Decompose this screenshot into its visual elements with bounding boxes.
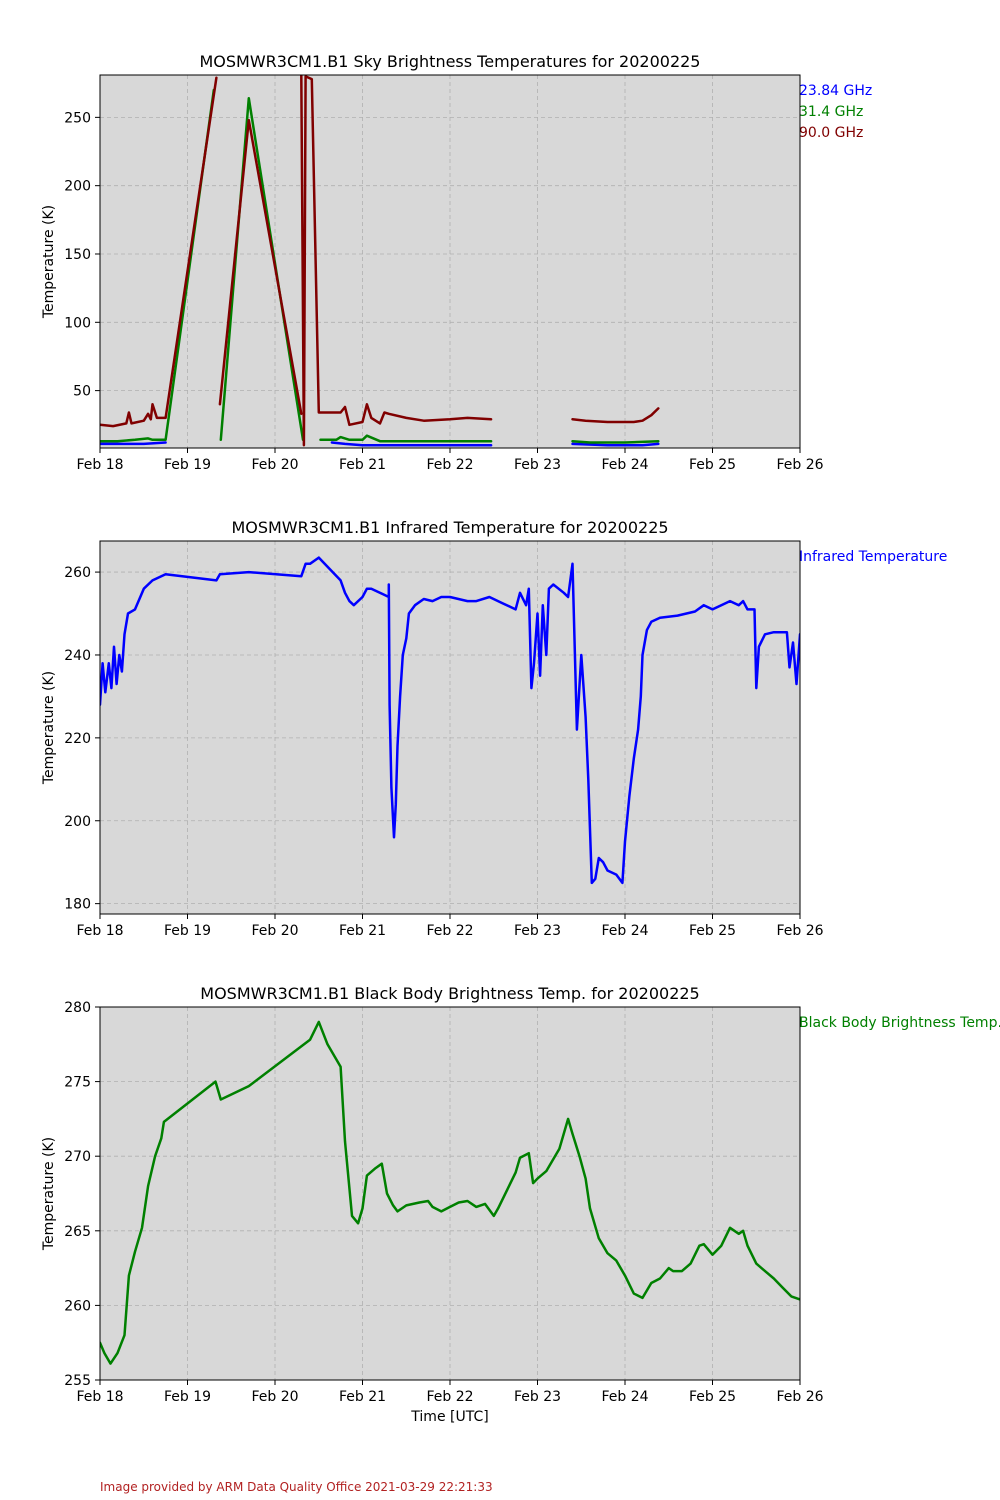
y-tick-label: 200 (64, 179, 91, 195)
y-tick-label: 275 (64, 1075, 91, 1091)
series-23-84-ghz (100, 441, 660, 447)
x-tick-label: Feb 26 (776, 457, 823, 473)
legend-entry: 31.4 GHz (799, 104, 863, 120)
y-tick-label: 220 (64, 731, 91, 747)
x-tick-label: Feb 18 (76, 923, 123, 939)
x-tick-label: Feb 22 (426, 923, 473, 939)
x-tick-label: Feb 21 (339, 1389, 386, 1405)
legend-entry: Infrared Temperature (799, 549, 947, 565)
y-tick-label: 240 (64, 648, 91, 664)
x-tick-label: Feb 25 (689, 923, 736, 939)
chart-panel-1: 23.84 GHz 31.4 GHz 90.0 GHz Feb 18 Feb 19 Feb… (41, 52, 872, 473)
x-tick-label: Feb 20 (251, 457, 298, 473)
y-tick-label: 100 (64, 315, 91, 331)
x-tick-label: Feb 23 (514, 923, 561, 939)
chart-title: MOSMWR3CM1.B1 Sky Brightness Temperature… (200, 52, 701, 71)
y-axis-label: Temperature (K) (41, 1137, 57, 1251)
x-tick-label: Feb 24 (601, 923, 648, 939)
x-tick-label: Feb 23 (514, 1389, 561, 1405)
footer-credit: Image provided by ARM Data Quality Offic… (100, 1480, 493, 1494)
y-tick-label: 265 (64, 1224, 91, 1240)
y-axis-label: Temperature (K) (41, 671, 57, 785)
x-tick-label: Feb 25 (689, 1389, 736, 1405)
legend-entry: 23.84 GHz (799, 83, 872, 99)
x-tick-label: Feb 22 (426, 1389, 473, 1405)
chart-panel-2: Infrared Temperature Feb 18 Feb 19 Feb 20 Fe… (41, 518, 947, 939)
x-tick-label: Feb 22 (426, 457, 473, 473)
x-tick-label: Feb 24 (601, 457, 648, 473)
x-tick-label: Feb 18 (76, 1389, 123, 1405)
series-line (571, 407, 660, 424)
chart-title: MOSMWR3CM1.B1 Infrared Temperature for 2… (231, 518, 668, 537)
x-tick-label: Feb 21 (339, 923, 386, 939)
x-tick-label: Feb 19 (164, 457, 211, 473)
series-line (319, 434, 493, 443)
y-tick-label: 280 (64, 1000, 91, 1016)
x-tick-label: Feb 26 (776, 1389, 823, 1405)
series-line (571, 442, 660, 447)
series-line (100, 76, 218, 428)
series-line (300, 75, 493, 447)
series-90-0-ghz (100, 75, 660, 447)
legend-entry: 90.0 GHz (799, 125, 863, 141)
series-black-body-brightness-temp- (100, 1020, 800, 1365)
series-line (100, 88, 216, 443)
y-axis-label: Temperature (K) (41, 205, 57, 319)
y-tick-label: 200 (64, 814, 91, 830)
series-line (100, 441, 167, 446)
x-tick-label: Feb 23 (514, 457, 561, 473)
series-line (100, 556, 800, 885)
x-tick-label: Feb 18 (76, 457, 123, 473)
legend-entry: Black Body Brightness Temp. (799, 1015, 1000, 1031)
y-tick-label: 180 (64, 897, 91, 913)
series-infrared-temperature (100, 556, 800, 885)
x-tick-label: Feb 21 (339, 457, 386, 473)
chart-title: MOSMWR3CM1.B1 Black Body Brightness Temp… (200, 984, 699, 1003)
y-tick-label: 150 (64, 247, 91, 263)
y-tick-label: 260 (64, 1298, 91, 1314)
x-tick-label: Feb 20 (251, 1389, 298, 1405)
x-tick-label: Feb 24 (601, 1389, 648, 1405)
series-line (218, 118, 303, 416)
x-tick-label: Feb 19 (164, 1389, 211, 1405)
y-tick-label: 255 (64, 1373, 91, 1389)
x-axis-label: Time [UTC] (410, 1409, 488, 1425)
x-tick-label: Feb 26 (776, 923, 823, 939)
series-line (330, 441, 493, 447)
y-tick-label: 270 (64, 1149, 91, 1165)
series-line (100, 1020, 800, 1365)
y-tick-label: 260 (64, 565, 91, 581)
y-tick-label: 50 (73, 384, 91, 400)
y-tick-label: 250 (64, 110, 91, 126)
chart-panel-3: Black Body Brightness Temp. Feb 18 Feb 19 F… (41, 984, 1000, 1425)
series-line (571, 439, 660, 444)
x-tick-label: Feb 20 (251, 923, 298, 939)
x-tick-label: Feb 19 (164, 923, 211, 939)
x-tick-label: Feb 25 (689, 457, 736, 473)
